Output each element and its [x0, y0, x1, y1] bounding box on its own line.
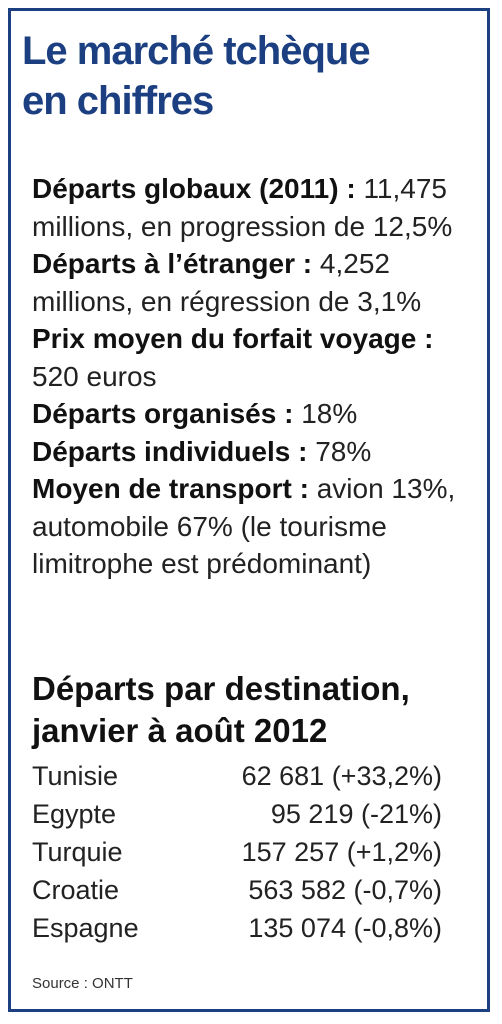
table-row: Tunisie 62 681 (+33,2%) — [32, 757, 442, 795]
page-title: Le marché tchèque en chiffres — [22, 26, 371, 126]
title-line-2: en chiffres — [22, 79, 214, 123]
stat-label: Départs individuels : — [32, 435, 308, 467]
stat-item-global-departures: Départs globaux (2011) : 11,475 millions… — [32, 170, 482, 245]
stat-label: Départs à l’étranger : — [32, 248, 313, 279]
stat-value: 520 euros — [32, 360, 157, 392]
destinations-heading-line-1: Départs par destination, — [32, 670, 410, 707]
stat-value: avion 13%, automobile 67% (le tourisme l… — [32, 473, 456, 579]
country-name: Turquie — [32, 837, 123, 867]
stat-value: 78% — [315, 435, 372, 467]
stat-label: Départs globaux (2011) : — [32, 173, 356, 204]
destinations-heading-line-2: janvier à août 2012 — [32, 712, 328, 749]
stat-item-transport: Moyen de transport : avion 13%, automobi… — [32, 470, 482, 583]
country-name: Egypte — [32, 799, 117, 829]
table-row: Egypte 95 219 (-21%) — [32, 795, 442, 833]
country-name: Croatie — [32, 875, 120, 905]
country-name: Tunisie — [32, 761, 119, 791]
table-row: Turquie 157 257 (+1,2%) — [32, 833, 442, 871]
country-name: Espagne — [32, 913, 139, 943]
stat-value: 11,475 millions, en progression de 12,5% — [32, 173, 453, 242]
info-box — [8, 8, 490, 1012]
stat-value: 18% — [301, 398, 358, 429]
stat-item-individual-departures: Départs individuels : 78% — [32, 433, 482, 471]
country-value: 135 074 (-0,8%) — [248, 913, 442, 943]
country-value: 563 582 (-0,7%) — [248, 875, 442, 905]
stat-item-abroad-departures: Départs à l’étranger : 4,252 millions, e… — [32, 245, 482, 320]
stat-label: Prix moyen du forfait voyage : — [32, 323, 434, 354]
table-row: Espagne 135 074 (-0,8%) — [32, 909, 442, 947]
stat-item-organized-departures: Départs organisés : 18% — [32, 395, 482, 433]
stat-label: Moyen de transport : — [32, 473, 309, 504]
stat-value: 4,252 millions, en régression de 3,1% — [32, 248, 422, 317]
source-note: Source : ONTT — [32, 975, 133, 992]
title-line-1: Le marché tchèque — [22, 29, 371, 73]
stat-label: Départs organisés : — [32, 398, 294, 429]
table-row: Croatie 563 582 (-0,7%) — [32, 871, 442, 909]
stat-item-average-price: Prix moyen du forfait voyage : 520 euros — [32, 320, 482, 395]
destinations-heading: Départs par destination, janvier à août … — [32, 668, 410, 752]
country-value: 62 681 (+33,2%) — [241, 761, 442, 791]
destinations-table: Tunisie 62 681 (+33,2%) Egypte 95 219 (-… — [32, 757, 442, 947]
country-value: 95 219 (-21%) — [270, 799, 442, 829]
stats-list: Départs globaux (2011) : 11,475 millions… — [32, 170, 482, 583]
country-value: 157 257 (+1,2%) — [241, 837, 442, 867]
